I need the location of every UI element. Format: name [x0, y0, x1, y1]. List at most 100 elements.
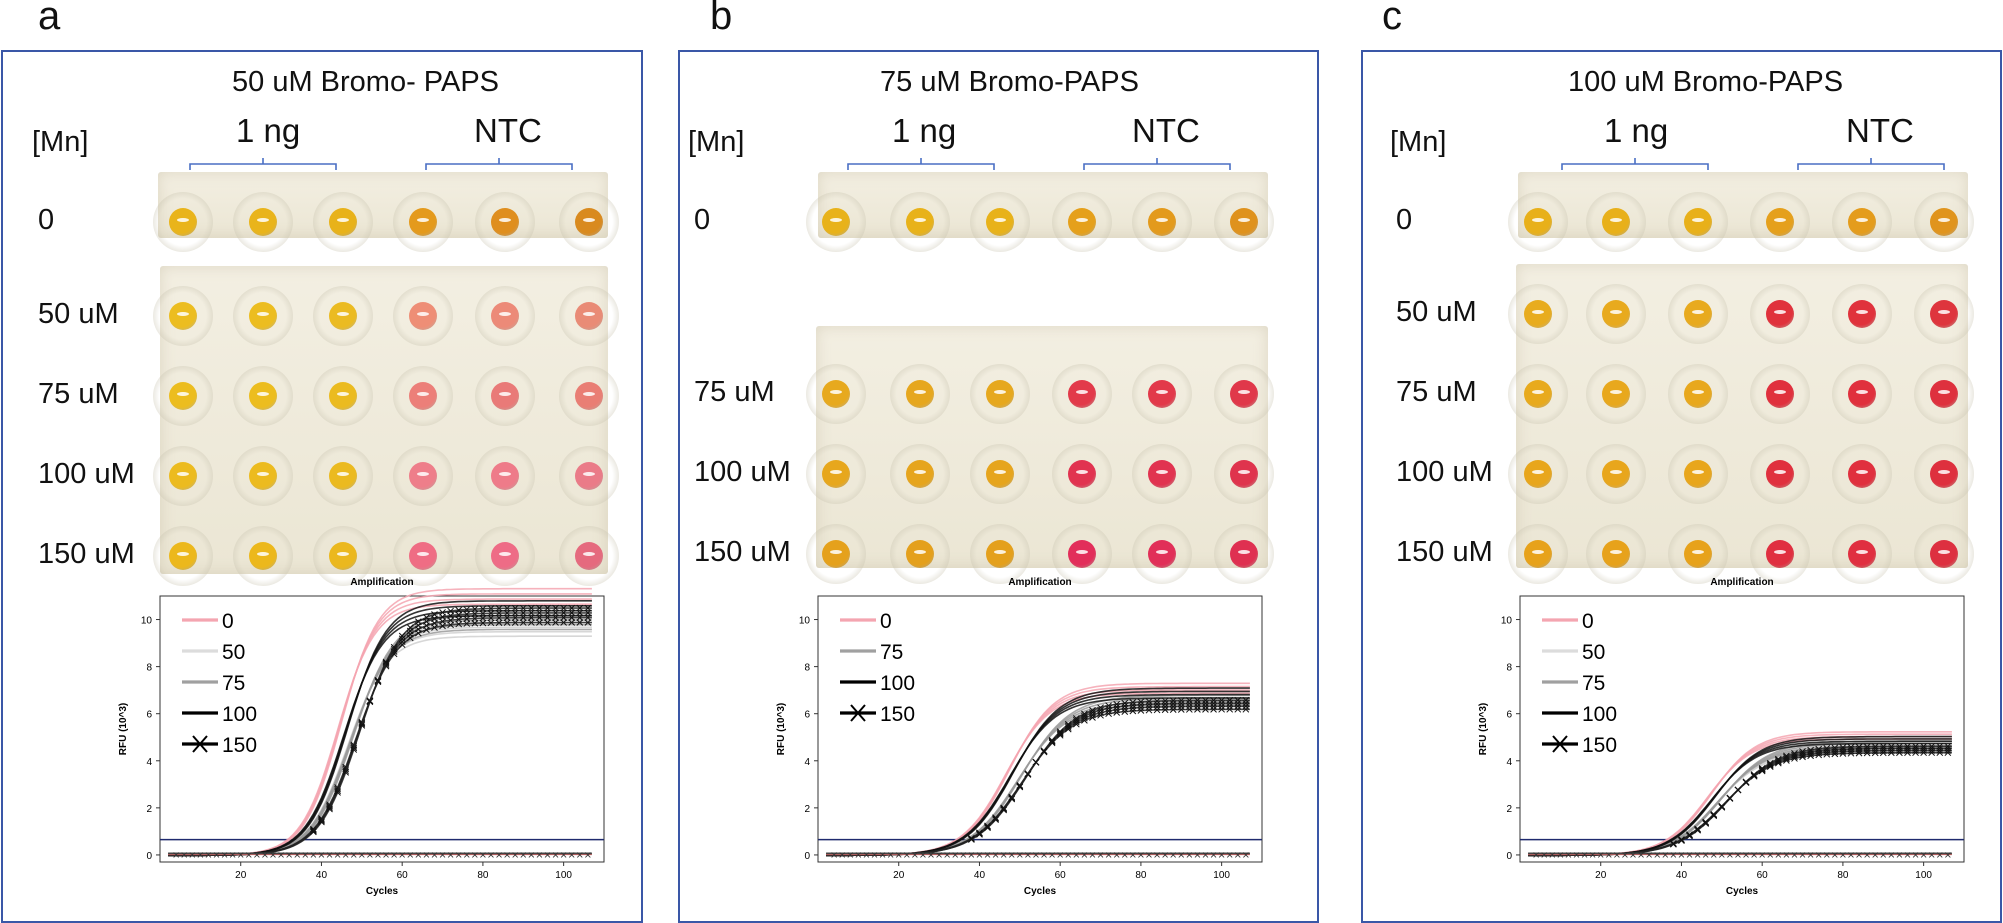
ntc-marker	[439, 852, 446, 858]
panel-c-well	[1586, 284, 1646, 344]
well-highlight	[1532, 470, 1544, 474]
series-marker-150	[576, 604, 584, 612]
ntc-marker	[871, 852, 878, 858]
y-axis-label: RFU (10^3)	[118, 703, 129, 756]
well-highlight	[417, 218, 429, 222]
ntc-marker	[976, 852, 983, 858]
series-marker-150	[1008, 795, 1016, 803]
series-marker-150	[560, 609, 567, 617]
panel-c-letter: c	[1382, 0, 1402, 38]
series-marker-150	[568, 614, 576, 622]
ntc-marker	[205, 852, 212, 858]
ntc-marker	[968, 852, 975, 858]
ntc-marker	[895, 852, 902, 858]
panel-c-well	[1668, 524, 1728, 584]
ntc-marker	[1557, 852, 1564, 858]
x-tick-label: 40	[316, 870, 328, 881]
well-liquid	[1766, 380, 1794, 408]
x-tick-label: 20	[1595, 870, 1607, 881]
ntc-marker	[318, 852, 325, 858]
legend-label-100: 100	[222, 703, 257, 726]
series-marker-150	[1726, 795, 1734, 802]
ntc-marker	[544, 852, 551, 858]
series-marker-150	[1758, 764, 1766, 772]
panel-a-well	[559, 286, 619, 346]
well-liquid	[329, 382, 357, 410]
series-marker-150	[1032, 758, 1040, 766]
y-tick-label: 6	[146, 710, 152, 721]
ntc-marker	[1065, 852, 1072, 858]
panel-a-well	[153, 446, 213, 506]
panel-c-well	[1508, 444, 1568, 504]
series-marker-150	[1153, 706, 1161, 714]
series-marker-150	[1194, 697, 1201, 704]
series-marker-150	[1089, 706, 1096, 714]
well-highlight	[1076, 470, 1088, 474]
ntc-marker	[1581, 852, 1588, 858]
panel-c-well	[1914, 444, 1974, 504]
well-highlight	[583, 218, 595, 222]
ntc-marker	[1622, 852, 1628, 858]
ntc-marker	[879, 852, 886, 858]
series-marker-150	[552, 604, 559, 612]
ntc-marker	[1549, 852, 1556, 858]
series-marker-150	[1194, 706, 1201, 713]
well-highlight	[177, 218, 189, 222]
well-liquid	[491, 382, 519, 410]
series-marker-150	[1185, 697, 1193, 704]
well-highlight	[1532, 218, 1544, 222]
well-highlight	[177, 392, 189, 396]
series-marker-150	[1105, 702, 1112, 710]
series-marker-150	[487, 619, 495, 627]
ntc-marker	[1073, 852, 1080, 858]
well-highlight	[337, 312, 349, 316]
series-marker-150	[552, 619, 559, 626]
series-marker-150	[1218, 702, 1225, 710]
ntc-marker	[1597, 852, 1604, 858]
ntc-marker	[1210, 852, 1217, 858]
panel-a-well	[475, 446, 535, 506]
ntc-marker	[984, 852, 991, 858]
series-marker-150	[984, 824, 991, 832]
ntc-marker	[863, 852, 870, 858]
ntc-marker	[1630, 852, 1636, 858]
well-highlight	[257, 218, 269, 222]
y-axis-label: RFU (10^3)	[1478, 703, 1489, 756]
ntc-marker	[294, 852, 301, 858]
series-marker-150	[511, 604, 519, 612]
series-marker-150	[511, 614, 519, 622]
series-marker-150	[1169, 697, 1177, 705]
well-highlight	[1692, 218, 1704, 222]
series-marker-150	[1686, 832, 1693, 840]
series-marker-150	[398, 641, 406, 649]
ntc-marker	[1243, 852, 1249, 858]
series-marker-150	[1121, 699, 1129, 707]
panel-a-well	[475, 286, 535, 346]
ntc-marker	[1686, 852, 1693, 858]
ntc-marker	[1186, 852, 1193, 858]
well-liquid	[1766, 540, 1794, 568]
panel-b-well	[1132, 192, 1192, 252]
well-highlight	[177, 312, 189, 316]
well-liquid	[1524, 300, 1552, 328]
well-liquid	[329, 208, 357, 236]
ntc-marker	[904, 852, 910, 858]
well-highlight	[257, 552, 269, 556]
series-marker-150	[455, 606, 463, 614]
panel-a-well	[393, 526, 453, 586]
well-highlight	[177, 472, 189, 476]
series-marker-150	[423, 614, 430, 621]
series-marker-150	[968, 836, 975, 843]
ntc-marker	[912, 852, 918, 858]
series-marker-150	[479, 619, 487, 627]
well-liquid	[1524, 380, 1552, 408]
series-marker-150	[1226, 702, 1234, 710]
panel-b-well	[1214, 192, 1274, 252]
series-marker-150	[527, 604, 535, 612]
well-liquid	[1930, 300, 1958, 328]
series-marker-150	[1234, 696, 1242, 704]
legend-label-150: 150	[880, 703, 915, 726]
well-highlight	[1156, 218, 1168, 222]
series-marker-150	[1048, 737, 1056, 744]
well-liquid	[1684, 300, 1712, 328]
